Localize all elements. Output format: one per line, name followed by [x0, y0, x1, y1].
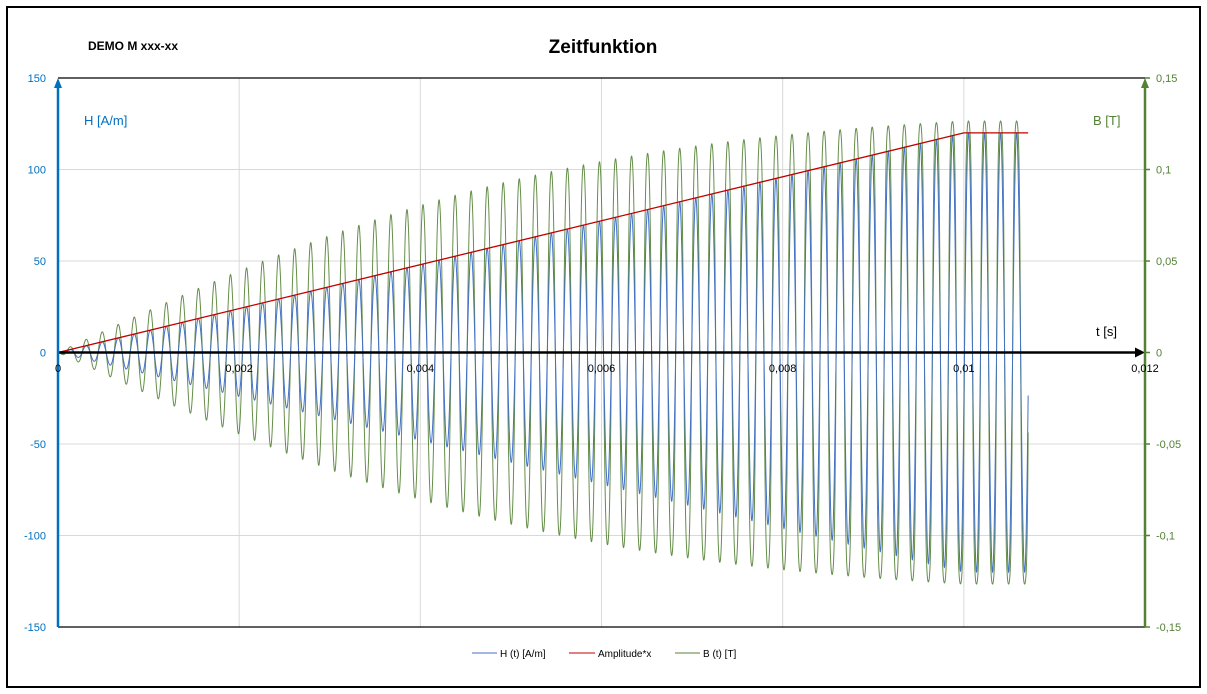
x-tick-label: 0,002	[225, 363, 253, 375]
y-left-tick-label: -50	[30, 439, 46, 451]
legend: H (t) [A/m] Amplitude*x B (t) [T]	[472, 649, 737, 660]
y-left-tick-label: 50	[34, 256, 46, 268]
y-right-tick-label: 0,15	[1156, 73, 1177, 85]
legend-label-h: H (t) [A/m]	[500, 649, 546, 660]
chart-title: Zeitfunktion	[549, 37, 658, 58]
y-left-tick-label: -100	[24, 531, 46, 543]
y-left-tick-label: 100	[28, 165, 46, 177]
y-left-tick-label: -150	[24, 622, 46, 634]
legend-item-b[interactable]: B (t) [T]	[675, 649, 737, 660]
series-group	[57, 120, 1029, 585]
y-right-axis-arrow-icon	[1141, 78, 1149, 88]
y-right-tick-label: -0,05	[1156, 439, 1181, 451]
y-right-tick-label: -0,15	[1156, 622, 1181, 634]
series-amplitude-line	[57, 132, 1029, 354]
series-b-line	[58, 120, 1029, 585]
legend-label-b: B (t) [T]	[703, 649, 737, 660]
x-tick-label: 0,008	[769, 363, 797, 375]
y-right-axis-label: B [T]	[1093, 113, 1120, 128]
y-right-tick-label: -0,1	[1156, 531, 1175, 543]
chart-subtitle: DEMO M xxx-xx	[88, 39, 178, 53]
y-right-tick-label: 0,05	[1156, 256, 1177, 268]
x-tick-label: 0,01	[953, 363, 974, 375]
x-axis-arrow-icon	[1135, 347, 1145, 358]
x-tick-label: 0,004	[407, 363, 435, 375]
legend-label-amplitude: Amplitude*x	[598, 649, 651, 660]
x-tick-label: 0,006	[588, 363, 616, 375]
axes	[54, 77, 1150, 628]
x-tick-label: 0,012	[1131, 363, 1159, 375]
tick-labels: 0 0,002 0,004 0,006 0,008 0,01 0,012 150 100 50 0 -…	[24, 73, 1181, 634]
y-right-tick-label: 0,1	[1156, 165, 1171, 177]
chart-frame	[6, 6, 1201, 688]
gridlines	[58, 78, 1145, 627]
series-h-line	[58, 131, 1029, 574]
legend-item-h[interactable]: H (t) [A/m]	[472, 649, 546, 660]
y-right-tick-label: 0	[1156, 348, 1162, 360]
y-left-tick-label: 150	[28, 73, 46, 85]
x-tick-label: 0	[55, 363, 61, 375]
y-left-tick-label: 0	[40, 348, 46, 360]
x-axis-label: t [s]	[1096, 324, 1117, 339]
y-left-axis-arrow-icon	[54, 78, 62, 88]
y-left-axis-label: H [A/m]	[84, 113, 127, 128]
legend-item-amplitude[interactable]: Amplitude*x	[569, 649, 651, 660]
